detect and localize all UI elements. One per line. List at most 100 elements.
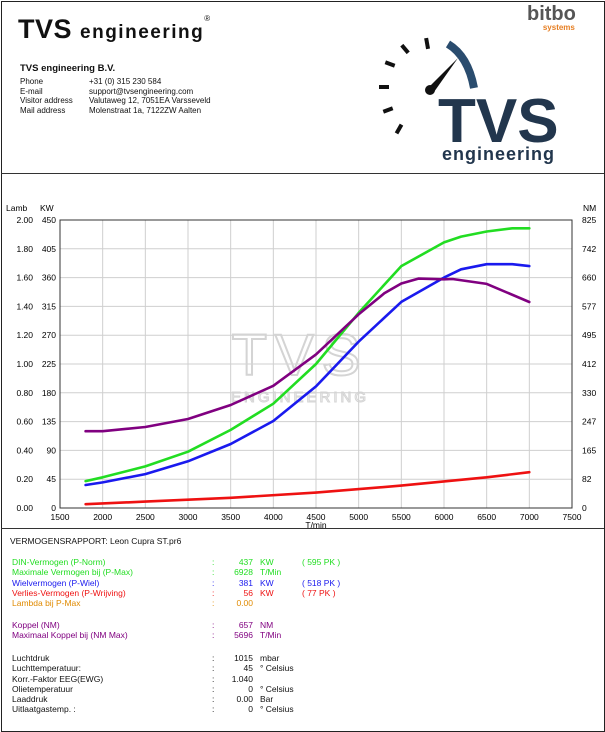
kw-axis-title: KW <box>40 203 54 213</box>
nm-tick-label: 495 <box>582 330 596 340</box>
lambda-tick-label: 1.00 <box>16 359 33 369</box>
x-tick-label: 7000 <box>520 512 539 522</box>
bitbo-tag: systems <box>542 23 575 32</box>
report-colon: : <box>212 704 215 715</box>
report-row: Maximaal Koppel bij (NM Max): 5696 T/Min <box>12 630 432 640</box>
report-row: Laaddruk: 0.00 Bar <box>12 694 432 704</box>
report-unit: T/Min <box>260 567 282 578</box>
nm-tick-label: 330 <box>582 388 596 398</box>
report-colon: : <box>212 683 215 694</box>
report-torque-group: Koppel (NM):657 NM Maximaal Koppel bij (NM… <box>12 620 432 641</box>
kw-tick-label: 0 <box>51 503 56 513</box>
report-row: Wielvermogen (P-Wiel): 381 KW ( 518 PK ) <box>12 578 432 588</box>
report-value: 0.00 <box>236 598 253 609</box>
nm-tick-label: 660 <box>582 273 596 283</box>
contact-row: E-mail support@tvsengineering.com <box>20 87 211 97</box>
report-unit: KW <box>260 587 274 598</box>
report-label: Luchttemperatuur: <box>12 663 81 674</box>
report-label: Koppel (NM) <box>12 620 60 630</box>
report-unit: T/Min <box>260 630 282 641</box>
nm-tick-label: 82 <box>582 474 592 484</box>
report-value: 1015 <box>234 653 253 663</box>
lambda-tick-label: 0.40 <box>16 445 33 455</box>
x-axis-title: T/min <box>305 520 327 530</box>
contact-value: Molenstraat 1a, 7122ZW Aalten <box>89 105 202 115</box>
watermark-engineering: ENGINEERING <box>231 389 369 406</box>
contact-value: Valutaweg 12, 7051EA Varsseveld <box>89 96 211 106</box>
x-tick-label: 1500 <box>51 512 70 522</box>
report-label: Luchtdruk <box>12 653 50 663</box>
report-row: Luchtdruk: 1015 mbar <box>12 653 432 663</box>
report-label: Wielvermogen (P-Wiel) <box>12 577 100 588</box>
lambda-tick-label: 0.20 <box>16 474 33 484</box>
report-row: Luchttemperatuur:: 45 ° Celsius <box>12 663 432 673</box>
report-unit: Bar <box>260 694 274 705</box>
report-value: 437 <box>238 557 253 567</box>
kw-tick-label: 180 <box>42 388 56 398</box>
report-value: 1.040 <box>231 673 253 684</box>
report-colon: : <box>212 587 215 598</box>
report-power-group: DIN-Vermogen (P-Norm):437 KW( 595 PK ) Max… <box>12 557 432 608</box>
kw-tick-label: 450 <box>42 215 56 225</box>
header-divider <box>1 173 604 174</box>
nm-axis-title: NM <box>583 203 596 213</box>
report-label: Verlies-Vermogen (P-Wrijving) <box>12 587 126 598</box>
series-wielvermogenline <box>84 262 531 487</box>
chart-series <box>84 226 531 506</box>
report-label: DIN-Vermogen (P-Norm) <box>12 557 106 567</box>
report-colon: : <box>212 663 215 674</box>
report-unit: KW <box>260 577 274 588</box>
contact-row: Mail address Molenstraat 1a, 7122ZW Aalte… <box>20 106 211 116</box>
report-unit: mbar <box>260 653 280 663</box>
x-tick-label: 4500 <box>307 512 326 522</box>
report-row: Maximale Vermogen bij (P-Max): 6928 T/Min <box>12 567 432 577</box>
report-unit: ° Celsius <box>260 704 294 715</box>
report-extra: ( 518 PK ) <box>302 577 341 588</box>
brand-reg: ® <box>204 14 211 23</box>
nm-tick-label: 742 <box>582 244 596 254</box>
lambda-tick-label: 0.60 <box>16 417 33 427</box>
nm-tick-label: 825 <box>582 215 596 225</box>
report-row: DIN-Vermogen (P-Norm): 437 KW ( 595 PK ) <box>12 557 432 567</box>
nm-tick-label: 577 <box>582 301 596 311</box>
tvs-logo: TVS engineering <box>379 37 559 164</box>
contact-value: +31 (0) 315 230 584 <box>89 77 162 86</box>
report-extra: ( 77 PK ) <box>302 587 336 598</box>
contact-label: E-mail <box>20 86 43 96</box>
x-tick-label: 6500 <box>477 512 496 522</box>
report-colon: : <box>212 598 215 609</box>
contact-label: Visitor address <box>20 96 73 106</box>
report-colon: : <box>212 673 215 684</box>
report-value: 657 <box>238 620 253 630</box>
x-tick-label: 7500 <box>563 512 582 522</box>
report-label: Maximale Vermogen bij (P-Max) <box>12 567 133 578</box>
report-unit: KW <box>260 557 274 567</box>
contact-value[interactable]: support@tvsengineering.com <box>89 86 194 96</box>
series-din-vermogenline <box>84 226 531 483</box>
lambda-tick-label: 0.00 <box>16 503 33 513</box>
nm-tick-label: 247 <box>582 417 596 427</box>
lambda-tick-label: 1.40 <box>16 301 33 311</box>
lambda-tick-label: 1.20 <box>16 330 33 340</box>
bitbo-word: bitbo <box>527 3 576 25</box>
contact-row: Phone +31 (0) 315 230 584 <box>20 77 211 87</box>
kw-tick-label: 45 <box>47 474 57 484</box>
logo-engineering: engineering <box>442 144 555 164</box>
report-value: 56 <box>243 587 253 598</box>
nm-tick-label: 412 <box>582 359 596 369</box>
report-value: 0 <box>248 683 253 694</box>
report-conditions-group: Luchtdruk: 1015 mbar Luchttemperatuur::45 ° … <box>12 653 432 715</box>
series-koppelline <box>84 277 531 433</box>
speedometer-icon <box>379 37 478 135</box>
lambda-axis-title: Lamb <box>6 203 28 213</box>
x-tick-label: 3000 <box>179 512 198 522</box>
x-tick-label: 5000 <box>349 512 368 522</box>
report-colon: : <box>212 577 215 588</box>
lambda-tick-label: 0.80 <box>16 388 33 398</box>
report-value: 0.00 <box>236 694 253 705</box>
report-unit: ° Celsius <box>260 683 294 694</box>
series-verlies-vermogenline <box>84 470 531 506</box>
kw-tick-label: 360 <box>42 273 56 283</box>
contact-block: Phone +31 (0) 315 230 584 E-mail support@tv… <box>20 77 211 115</box>
report-colon: : <box>212 567 215 578</box>
